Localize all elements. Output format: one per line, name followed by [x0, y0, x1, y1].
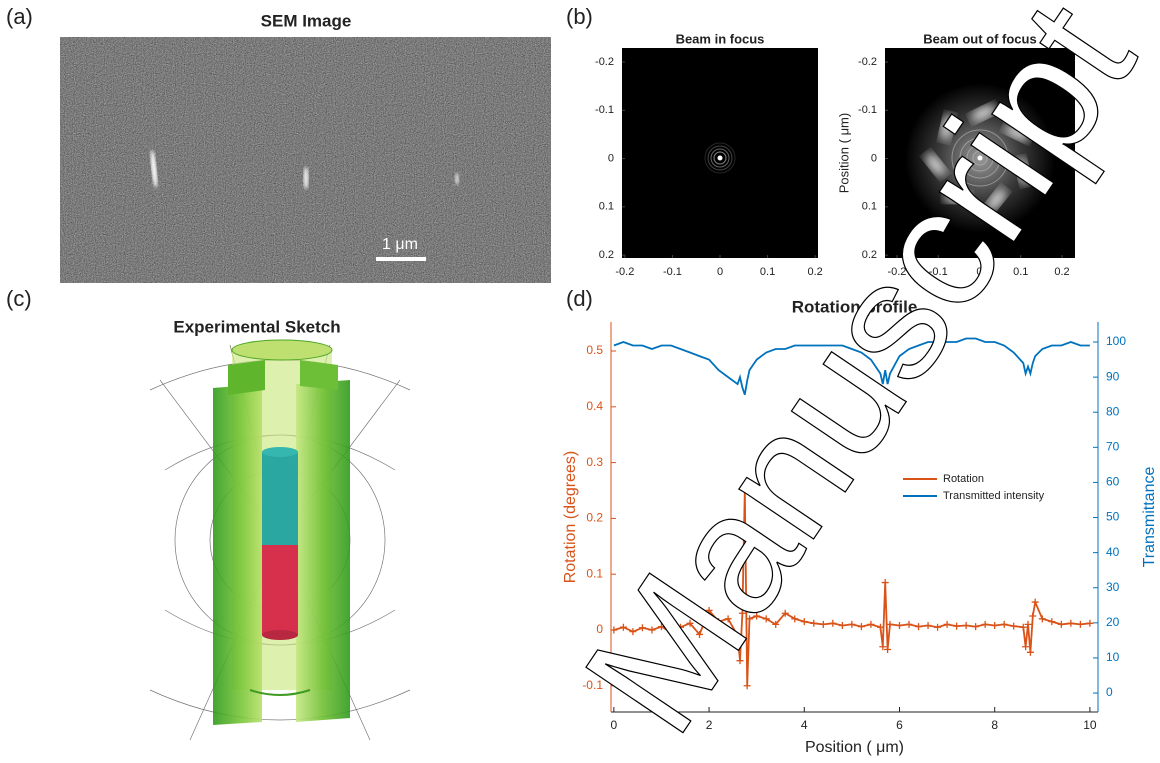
point-marker — [1086, 620, 1093, 627]
point-marker — [953, 623, 960, 630]
y2-tick-label: 0 — [1106, 685, 1113, 699]
beam-image — [622, 48, 818, 258]
x-tick-label: 8 — [991, 718, 998, 732]
point-marker — [1048, 618, 1055, 625]
y2-tick-label: 20 — [1106, 615, 1120, 629]
point-marker — [915, 623, 922, 630]
y-tick-label: -0.2 — [858, 56, 877, 68]
point-marker — [1039, 615, 1046, 622]
x-tick-label: 0.2 — [1054, 266, 1069, 278]
y2-tick-label: 90 — [1106, 369, 1120, 383]
y2-tick-label: 10 — [1106, 650, 1120, 664]
point-marker — [1022, 643, 1029, 650]
point-marker — [848, 621, 855, 628]
x-tick-label: 6 — [896, 718, 903, 732]
point-marker — [867, 621, 874, 628]
point-marker — [839, 622, 846, 629]
x-tick-label: 0 — [717, 266, 723, 278]
sketch-title: Experimental Sketch — [173, 317, 340, 336]
y-axis-label: Position ( μm) — [836, 113, 851, 193]
y-tick-label: 0 — [871, 152, 877, 164]
point-marker — [934, 624, 941, 631]
sem-image — [60, 37, 551, 283]
y2-tick-label: 40 — [1106, 545, 1120, 559]
panel-label: (c) — [6, 286, 32, 311]
panel-label: (d) — [566, 286, 593, 311]
cylinder-shells — [213, 340, 350, 725]
point-marker — [1077, 621, 1084, 628]
x-tick-label: -0.1 — [663, 266, 682, 278]
page: (a) (b) (c) (d) SEM Image 1 μm Experimen… — [0, 0, 1160, 763]
point-marker — [1029, 613, 1036, 620]
y-tick-label: 0.2 — [599, 249, 614, 261]
point-marker — [1067, 620, 1074, 627]
y2-tick-label: 80 — [1106, 404, 1120, 418]
sem-title: SEM Image — [261, 11, 352, 30]
point-marker — [991, 622, 998, 629]
figure: (a) (b) (c) (d) SEM Image 1 μm Experimen… — [0, 0, 1160, 763]
point-marker — [1032, 599, 1039, 606]
y2-axis-label: Transmittance — [1141, 467, 1158, 568]
y-tick-label: 0.5 — [586, 343, 603, 357]
scale-bar-label: 1 μm — [382, 236, 418, 253]
legend-label: Transmitted intensity — [943, 490, 1045, 502]
y2-tick-label: 70 — [1106, 439, 1120, 453]
y2-tick-label: 30 — [1106, 580, 1120, 594]
point-marker — [972, 623, 979, 630]
point-marker — [963, 622, 970, 629]
point-marker — [982, 621, 989, 628]
point-marker — [1010, 623, 1017, 630]
chart-title: Beam in focus — [676, 31, 765, 46]
point-marker — [906, 621, 913, 628]
point-marker — [1027, 649, 1034, 656]
point-marker — [858, 623, 865, 630]
point-marker — [820, 621, 827, 628]
panel-label: (b) — [566, 4, 593, 29]
point-marker — [829, 620, 836, 627]
x-tick-label: 0.1 — [760, 266, 775, 278]
y-tick-label: -0.1 — [595, 104, 614, 116]
point-marker — [1001, 621, 1008, 628]
legend-label: Rotation — [943, 473, 984, 485]
y-tick-label: 0.2 — [586, 511, 603, 525]
y-tick-label: 0.1 — [586, 566, 603, 580]
point-marker — [896, 622, 903, 629]
point-marker — [882, 579, 889, 586]
x-tick-label: 10 — [1083, 718, 1097, 732]
x-axis-label: Position ( μm) — [805, 739, 904, 756]
panel-label: (a) — [6, 4, 33, 29]
y-axis-label: Rotation (degrees) — [562, 451, 579, 584]
point-marker — [925, 622, 932, 629]
x-tick-label: 0 — [611, 718, 618, 732]
y2-tick-label: 50 — [1106, 510, 1120, 524]
y-tick-label: 0 — [608, 152, 614, 164]
x-tick-label: -0.2 — [615, 266, 634, 278]
beam-spot — [718, 156, 723, 161]
y2-tick-label: 60 — [1106, 475, 1120, 489]
y-tick-label: 0.4 — [586, 399, 603, 413]
y2-tick-label: 100 — [1106, 334, 1126, 348]
y-tick-label: -0.1 — [858, 104, 877, 116]
point-marker — [810, 620, 817, 627]
y-tick-label: 0.1 — [599, 201, 614, 213]
y-tick-label: -0.2 — [595, 56, 614, 68]
point-marker — [1058, 621, 1065, 628]
point-marker — [944, 621, 951, 628]
y-tick-label: 0.3 — [586, 455, 603, 469]
x-tick-label: 4 — [801, 718, 808, 732]
